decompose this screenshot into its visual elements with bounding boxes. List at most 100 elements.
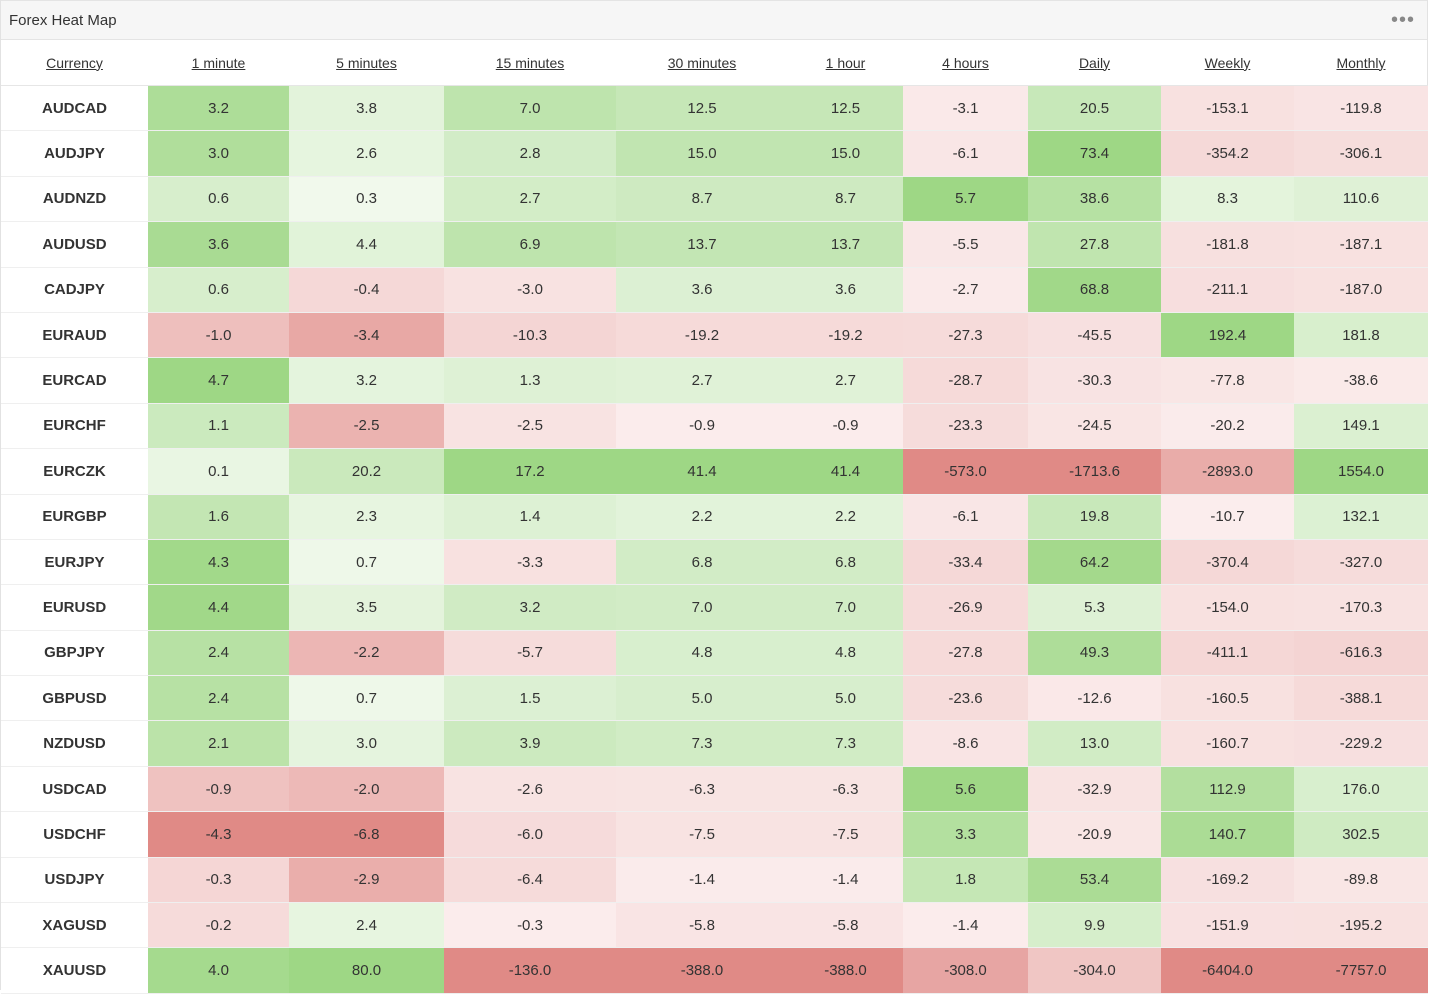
heat-cell: 5.0 xyxy=(616,675,788,722)
heat-cell: 1.4 xyxy=(444,494,616,540)
heat-cell: -0.4 xyxy=(289,267,444,313)
heat-cell: 13.7 xyxy=(616,221,788,268)
heat-cell: 20.5 xyxy=(1028,85,1161,132)
heat-cell: -573.0 xyxy=(903,448,1028,495)
column-header-label[interactable]: 1 minute xyxy=(191,54,246,71)
column-header[interactable]: 15 minutes xyxy=(444,40,616,86)
heat-cell: 2.8 xyxy=(444,130,616,177)
heat-cell: -1713.6 xyxy=(1028,448,1161,495)
column-header-label[interactable]: Monthly xyxy=(1336,54,1386,71)
heat-cell: -195.2 xyxy=(1294,902,1428,949)
currency-pair-label: USDCAD xyxy=(1,766,148,813)
heat-cell: 12.5 xyxy=(788,85,903,132)
heat-cell: -38.6 xyxy=(1294,357,1428,404)
heat-cell: 7.0 xyxy=(444,85,616,132)
currency-pair-label: XAGUSD xyxy=(1,902,148,949)
currency-pair-label: USDJPY xyxy=(1,857,148,904)
widget-header: Forex Heat Map ••• xyxy=(1,0,1427,40)
column-header-label[interactable]: 15 minutes xyxy=(495,54,565,71)
column-header[interactable]: 4 hours xyxy=(903,40,1028,86)
heat-cell: 0.1 xyxy=(148,448,289,495)
heat-cell: -45.5 xyxy=(1028,312,1161,359)
heat-cell: 3.5 xyxy=(289,584,444,631)
currency-pair-label: EURCHF xyxy=(1,403,148,450)
header-row: Currency 1 minute 5 minutes 15 minutes 30 mi… xyxy=(1,40,1428,86)
heat-cell: 0.7 xyxy=(289,539,444,586)
heat-cell: 2.7 xyxy=(788,357,903,404)
column-header[interactable]: 1 minute xyxy=(148,40,289,86)
heat-cell: 2.6 xyxy=(289,130,444,177)
currency-pair-label: XAUUSD xyxy=(1,947,148,994)
column-header[interactable]: Weekly xyxy=(1161,40,1294,86)
heat-cell: 8.7 xyxy=(616,176,788,223)
heat-cell: 41.4 xyxy=(616,448,788,495)
heat-cell: 17.2 xyxy=(444,448,616,495)
heat-cell: -1.4 xyxy=(788,857,903,904)
table-body: AUDCAD 3.2 3.8 7.0 12.5 12.5 -3.1 20.5 -153.1 -11… xyxy=(1,85,1428,994)
column-header[interactable]: Daily xyxy=(1028,40,1161,86)
heat-cell: -2.5 xyxy=(289,403,444,450)
more-horizontal-icon[interactable]: ••• xyxy=(1390,9,1415,31)
column-header-label[interactable]: 1 hour xyxy=(825,54,866,71)
column-header-label[interactable]: 4 hours xyxy=(942,54,989,71)
table-row: AUDNZD 0.6 0.3 2.7 8.7 8.7 5.7 38.6 8.3 110.6 xyxy=(1,176,1428,223)
table-row: EURCHF 1.1 -2.5 -2.5 -0.9 -0.9 -23.3 -24.5 -20.2… xyxy=(1,403,1428,450)
currency-pair-label: EURJPY xyxy=(1,539,148,586)
heat-cell: -6.1 xyxy=(903,130,1028,177)
heat-cell: -0.9 xyxy=(788,403,903,450)
heat-cell: -354.2 xyxy=(1161,130,1294,177)
column-header-label[interactable]: Daily xyxy=(1078,54,1111,71)
heat-cell: -2.6 xyxy=(444,766,616,813)
heat-cell: 192.4 xyxy=(1161,312,1294,359)
column-header-label[interactable]: Weekly xyxy=(1204,54,1251,71)
heat-cell: -2.9 xyxy=(289,857,444,904)
column-header-label[interactable]: Currency xyxy=(46,54,103,71)
heat-cell: -6.4 xyxy=(444,857,616,904)
heat-cell: 5.3 xyxy=(1028,584,1161,631)
heat-cell: -154.0 xyxy=(1161,584,1294,631)
heat-cell: 6.8 xyxy=(616,539,788,586)
heat-cell: -153.1 xyxy=(1161,85,1294,132)
heat-cell: 2.1 xyxy=(148,720,289,767)
heat-cell: 3.2 xyxy=(444,584,616,631)
heat-cell: 302.5 xyxy=(1294,811,1428,858)
column-header[interactable]: Monthly xyxy=(1294,40,1428,86)
heat-cell: 41.4 xyxy=(788,448,903,495)
column-header-label[interactable]: 5 minutes xyxy=(336,54,397,71)
heat-cell: 8.3 xyxy=(1161,176,1294,223)
heat-cell: 0.6 xyxy=(148,176,289,223)
heat-cell: 12.5 xyxy=(616,85,788,132)
heat-cell: 38.6 xyxy=(1028,176,1161,223)
heat-cell: 2.7 xyxy=(616,357,788,404)
column-header[interactable]: 30 minutes xyxy=(616,40,788,86)
heat-cell: 149.1 xyxy=(1294,403,1428,450)
column-header[interactable]: Currency xyxy=(1,40,148,86)
heat-cell: 2.3 xyxy=(289,494,444,540)
heat-cell: -388.0 xyxy=(616,947,788,994)
column-header-label[interactable]: 30 minutes xyxy=(667,54,737,71)
heat-cell: 13.7 xyxy=(788,221,903,268)
heat-cell: 2.2 xyxy=(616,494,788,540)
column-header[interactable]: 5 minutes xyxy=(289,40,444,86)
heat-cell: -308.0 xyxy=(903,947,1028,994)
heat-cell: -0.3 xyxy=(148,857,289,904)
heat-cell: 3.6 xyxy=(788,267,903,313)
heat-cell: -32.9 xyxy=(1028,766,1161,813)
heat-cell: 3.0 xyxy=(148,130,289,177)
heat-cell: -2.0 xyxy=(289,766,444,813)
heat-cell: 19.8 xyxy=(1028,494,1161,540)
heat-cell: 3.2 xyxy=(148,85,289,132)
heat-cell: 73.4 xyxy=(1028,130,1161,177)
widget-title: Forex Heat Map xyxy=(9,11,117,29)
heat-cell: 7.3 xyxy=(788,720,903,767)
heat-cell: 5.0 xyxy=(788,675,903,722)
column-header[interactable]: 1 hour xyxy=(788,40,903,86)
heat-cell: 0.3 xyxy=(289,176,444,223)
heat-cell: 20.2 xyxy=(289,448,444,495)
heat-cell: -3.0 xyxy=(444,267,616,313)
heat-cell: -170.3 xyxy=(1294,584,1428,631)
heat-cell: 4.4 xyxy=(289,221,444,268)
heat-cell: -12.6 xyxy=(1028,675,1161,722)
heat-cell: 3.6 xyxy=(148,221,289,268)
